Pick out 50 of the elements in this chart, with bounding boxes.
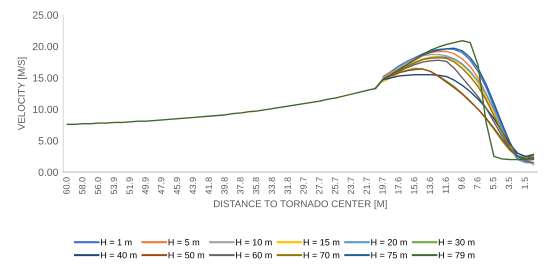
x-tick-label: 53.9 bbox=[110, 177, 118, 194]
x-tick-label: 13.6 bbox=[426, 177, 434, 194]
y-tick-label: 0.00 bbox=[38, 168, 58, 176]
legend-label: H = 50 m bbox=[168, 252, 204, 258]
y-tick-label: 25.00 bbox=[32, 11, 58, 19]
x-tick-label: 1.5 bbox=[522, 177, 528, 189]
x-tick-label: 47.9 bbox=[158, 177, 164, 194]
legend-label: H = 10 m bbox=[236, 239, 272, 246]
x-tick-label: 33.8 bbox=[268, 177, 276, 194]
x-tick-label: 49.9 bbox=[142, 177, 149, 194]
x-tick-label: 15.6 bbox=[410, 177, 418, 194]
legend-label: H = 75 m bbox=[371, 252, 407, 258]
legend-label: H = 30 m bbox=[438, 239, 474, 246]
x-tick-label: 37.8 bbox=[237, 177, 244, 194]
x-tick-label: 3.5 bbox=[506, 177, 512, 190]
x-tick-label: 11.6 bbox=[442, 177, 449, 194]
legend-label: H = 60 m bbox=[236, 252, 272, 258]
x-tick-label: 25.7 bbox=[332, 177, 338, 194]
x-tick-label: 27.7 bbox=[316, 177, 322, 194]
x-axis-title: DISTANCE TO TORNADO CENTER [M] bbox=[214, 200, 387, 210]
x-tick-label: 35.8 bbox=[252, 177, 260, 194]
legend-label: H = 40 m bbox=[101, 252, 137, 258]
x-tick-label: 29.7 bbox=[300, 177, 307, 194]
x-tick-label: 39.8 bbox=[221, 177, 228, 194]
y-tick-label: 10.00 bbox=[33, 106, 58, 114]
x-tick-label: 51.9 bbox=[126, 177, 133, 194]
legend-label: H = 15 m bbox=[304, 239, 340, 246]
x-tick-label: 45.9 bbox=[174, 177, 180, 194]
x-tick-label: 23.7 bbox=[348, 177, 354, 194]
x-tick-label: 17.6 bbox=[395, 177, 402, 194]
x-tick-label: 41.8 bbox=[205, 177, 212, 194]
x-tick-label: 56.0 bbox=[94, 177, 102, 194]
x-tick-label: 31.8 bbox=[284, 177, 291, 194]
legend-label: H = 5 m bbox=[168, 239, 200, 246]
x-tick-label: 58.0 bbox=[79, 177, 86, 194]
x-tick-label: 19.7 bbox=[379, 177, 386, 194]
x-tick-label: 21.7 bbox=[363, 177, 370, 194]
legend-label: H = 70 m bbox=[304, 252, 340, 258]
legend-label: H = 1 m bbox=[101, 239, 132, 246]
y-tick-label: 20.00 bbox=[32, 42, 58, 50]
x-tick-label: 5.5 bbox=[490, 177, 496, 190]
y-tick-label: 15.00 bbox=[33, 74, 58, 82]
y-axis-title: VELOCITY [M/S] bbox=[18, 58, 27, 130]
x-tick-label: 7.6 bbox=[474, 177, 481, 190]
x-tick-label: 9.6 bbox=[458, 177, 465, 190]
legend-label: H = 79 m bbox=[438, 252, 474, 258]
legend-label: H = 20 m bbox=[371, 239, 407, 246]
x-tick-label: 60.0 bbox=[63, 177, 70, 194]
y-tick-label: 5.00 bbox=[38, 137, 58, 145]
x-tick-label: 43.9 bbox=[190, 177, 196, 194]
